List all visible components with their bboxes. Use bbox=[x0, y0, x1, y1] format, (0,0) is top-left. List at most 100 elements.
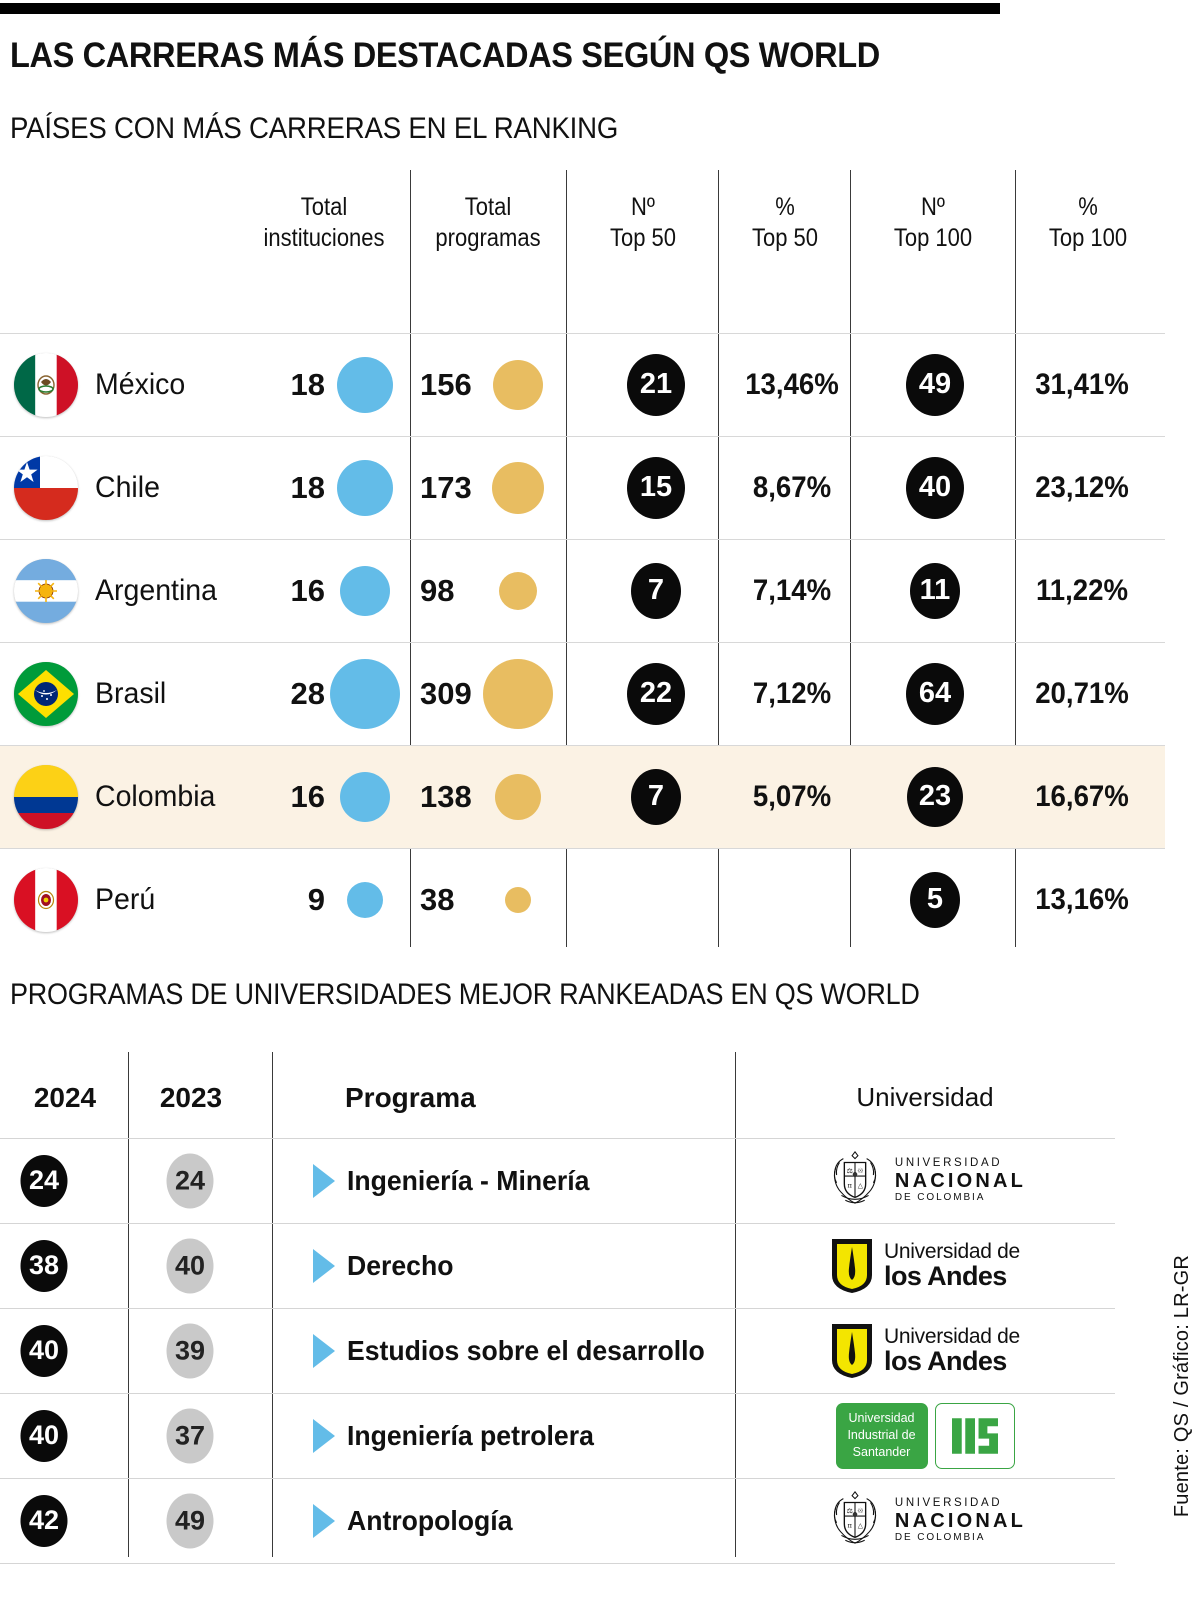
uis-monogram-icon bbox=[934, 1402, 1015, 1469]
n-top100-badge: 64 bbox=[906, 662, 964, 725]
column-header-line1: Total bbox=[300, 193, 348, 221]
total-instituciones-value: 18 bbox=[290, 366, 325, 402]
row-divider bbox=[0, 333, 1165, 334]
row-divider bbox=[0, 1563, 1115, 1564]
n-top50-badge: 7 bbox=[631, 768, 681, 825]
uniandes-line2: los Andes bbox=[884, 1261, 1007, 1291]
row-divider bbox=[0, 642, 1165, 643]
instituciones-bubble bbox=[347, 881, 383, 918]
pct-top100-value: 20,71% bbox=[1035, 676, 1129, 710]
column-header-universidad: Universidad bbox=[856, 1082, 994, 1112]
row-background bbox=[0, 745, 1165, 848]
programs-column-divider-1 bbox=[128, 1052, 129, 1557]
program-name: Ingeniería - Minería bbox=[347, 1164, 590, 1196]
table-row: 40 37 Ingeniería petrolera Universidad Indu… bbox=[0, 1393, 1115, 1478]
uniandes-line2: los Andes bbox=[884, 1346, 1007, 1376]
unal-line3: DE COLOMBIA bbox=[894, 1192, 986, 1204]
program-name: Antropología bbox=[347, 1504, 513, 1536]
unal-wordmark: UNIVERSIDAD NACIONAL DE COLOMBIA bbox=[894, 1496, 1026, 1544]
program-name: Ingeniería petrolera bbox=[347, 1419, 594, 1451]
column-header-line1: Nº bbox=[921, 193, 945, 221]
uniandes-logo: Universidad de los Andes bbox=[830, 1322, 1020, 1380]
instituciones-bubble bbox=[340, 771, 390, 822]
table-row: Argentina 16 98 7 7,14% 11 11,22% bbox=[0, 539, 1165, 642]
column-header-1: Total instituciones bbox=[250, 192, 398, 272]
uniandes-logo: Universidad de los Andes bbox=[830, 1237, 1020, 1295]
rank-2024-badge: 24 bbox=[20, 1154, 68, 1207]
unal-crest-icon: ⚖ ♾ π △ bbox=[824, 1147, 886, 1214]
column-header-programa: Programa bbox=[345, 1082, 476, 1113]
column-header-2023: 2023 bbox=[159, 1082, 223, 1113]
column-header-line2: programas bbox=[435, 224, 541, 252]
column-divider-5 bbox=[1015, 170, 1016, 947]
country-name: Chile bbox=[95, 470, 160, 504]
row-divider bbox=[0, 1138, 1115, 1139]
column-header-2024: 2024 bbox=[33, 1082, 97, 1113]
uis-logo: Universidad Industrial de Santander bbox=[835, 1402, 1015, 1469]
pct-top100-value: 13,16% bbox=[1035, 882, 1129, 916]
mexico-flag-icon bbox=[14, 352, 78, 417]
uniandes-line1: Universidad de bbox=[884, 1240, 1020, 1263]
table-row: Brasil 28 309 22 7,12% 64 20,71% bbox=[0, 642, 1165, 745]
column-divider-4 bbox=[850, 170, 851, 947]
column-header-line1: % bbox=[1078, 193, 1098, 221]
table-row: 38 40 Derecho Universidad de los Andes bbox=[0, 1223, 1115, 1308]
pct-top50-value: 13,46% bbox=[745, 367, 839, 401]
column-header-2: Total programas bbox=[421, 192, 555, 272]
total-programas-value: 156 bbox=[420, 366, 472, 402]
country-name: Colombia bbox=[95, 779, 216, 813]
chile-flag-icon bbox=[14, 455, 78, 520]
program-name: Derecho bbox=[347, 1249, 454, 1281]
uniandes-wordmark: Universidad de los Andes bbox=[884, 1241, 1020, 1290]
pct-top100-value: 16,67% bbox=[1035, 779, 1129, 813]
university-logo-cell: Universidad de los Andes bbox=[735, 1308, 1115, 1393]
n-top100-badge: 5 bbox=[910, 871, 960, 928]
total-programas-value: 38 bbox=[420, 881, 455, 917]
country-name: Perú bbox=[95, 882, 156, 916]
row-divider bbox=[0, 1478, 1115, 1479]
instituciones-bubble bbox=[337, 459, 393, 516]
page-title: LAS CARRERAS MÁS DESTACADAS SEGÚN QS WOR… bbox=[10, 36, 880, 75]
row-divider bbox=[0, 848, 1165, 849]
uniandes-shield-icon bbox=[830, 1322, 874, 1380]
programas-bubble bbox=[492, 461, 544, 514]
rank-2024-badge: 40 bbox=[20, 1324, 68, 1377]
rank-2023-badge: 39 bbox=[166, 1323, 214, 1378]
rank-2023-badge: 40 bbox=[166, 1238, 214, 1293]
total-instituciones-value: 16 bbox=[290, 572, 325, 608]
rank-2024-badge: 38 bbox=[20, 1239, 68, 1292]
table-row: México 18 156 21 13,46% 49 31,41% bbox=[0, 333, 1165, 436]
triangle-bullet-icon bbox=[313, 1333, 335, 1368]
uis-line2: Industrial de bbox=[847, 1428, 916, 1443]
row-divider bbox=[0, 1308, 1115, 1309]
total-instituciones-value: 28 bbox=[290, 675, 325, 711]
colombia-flag-icon bbox=[14, 764, 78, 829]
table-row: 42 49 Antropología ⚖ ♾ π △ UNIVERSIDAD NAC… bbox=[0, 1478, 1115, 1563]
n-top100-badge: 49 bbox=[906, 353, 964, 416]
uniandes-line1: Universidad de bbox=[884, 1325, 1020, 1348]
column-header-line1: Total bbox=[464, 193, 512, 221]
uniandes-shield-icon bbox=[830, 1237, 874, 1295]
column-divider-2 bbox=[566, 170, 567, 947]
table-row: 40 39 Estudios sobre el desarrollo Univers… bbox=[0, 1308, 1115, 1393]
section-title-countries: PAÍSES CON MÁS CARRERAS EN EL RANKING bbox=[10, 112, 619, 145]
rank-2023-badge: 24 bbox=[166, 1153, 214, 1208]
rank-2023-badge: 49 bbox=[166, 1493, 214, 1548]
country-name: Argentina bbox=[95, 573, 218, 607]
programas-bubble bbox=[495, 773, 541, 820]
unal-line1: UNIVERSIDAD bbox=[894, 1496, 1003, 1509]
rank-2024-badge: 42 bbox=[20, 1494, 68, 1547]
triangle-bullet-icon bbox=[313, 1418, 335, 1453]
unal-crest-icon: ⚖ ♾ π △ bbox=[824, 1487, 886, 1554]
n-top100-badge: 23 bbox=[907, 766, 963, 827]
top-rule bbox=[0, 3, 1000, 14]
column-divider-3 bbox=[718, 170, 719, 947]
program-name: Estudios sobre el desarrollo bbox=[347, 1334, 705, 1366]
university-logo-cell: Universidad Industrial de Santander bbox=[735, 1393, 1115, 1478]
triangle-bullet-icon bbox=[313, 1248, 335, 1283]
peru-flag-icon bbox=[14, 867, 78, 932]
column-header-6: % Top 100 bbox=[1026, 192, 1149, 272]
total-programas-value: 98 bbox=[420, 572, 455, 608]
row-divider bbox=[0, 1223, 1115, 1224]
